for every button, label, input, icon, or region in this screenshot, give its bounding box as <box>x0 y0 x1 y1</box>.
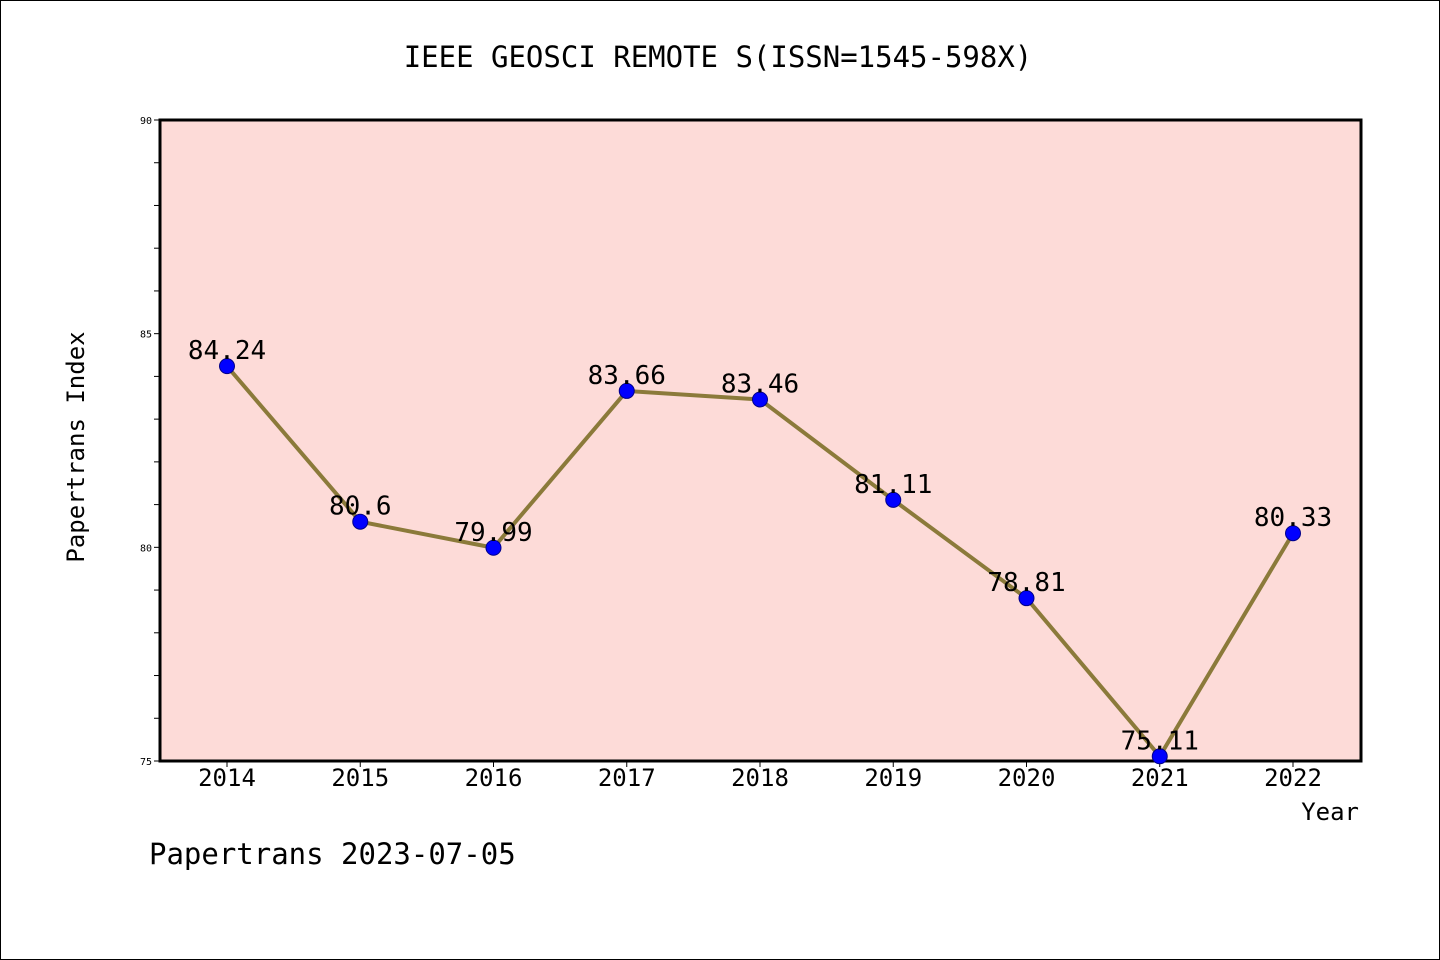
data-label: 78.81 <box>987 568 1065 598</box>
data-label: 80.6 <box>329 492 392 522</box>
x-tick-label: 2017 <box>598 764 656 792</box>
plot-area <box>158 118 1363 763</box>
data-point <box>752 391 768 408</box>
data-point <box>1285 525 1301 542</box>
footer-text: Papertrans 2023-07-05 <box>149 837 516 871</box>
series-markers <box>219 358 1301 765</box>
data-label: 84.24 <box>188 336 266 366</box>
x-tick-label: 2022 <box>1264 764 1322 792</box>
data-labels: 84.24 80.6 79.99 83.66 83.46 81.11 78.81 75.11 8… <box>188 336 1332 756</box>
y-tick-label: 85 <box>140 330 152 341</box>
x-tick-label: 2020 <box>998 764 1056 792</box>
data-label: 75.11 <box>1121 726 1199 756</box>
y-tick-label: 75 <box>140 757 152 768</box>
chart-title: IEEE GEOSCI REMOTE S(ISSN=1545-598X) <box>404 40 1033 74</box>
y-tick-label: 80 <box>140 543 152 554</box>
data-point <box>1151 748 1168 765</box>
data-label: 83.66 <box>588 361 666 391</box>
data-point <box>219 358 235 375</box>
data-point <box>1018 590 1035 607</box>
data-label: 79.99 <box>454 518 532 548</box>
x-tick-label: 2021 <box>1131 764 1189 792</box>
x-tick-label: 2018 <box>731 764 789 792</box>
x-tick-label: 2014 <box>198 764 256 792</box>
data-point <box>885 491 902 508</box>
data-point <box>485 539 502 556</box>
x-tick-label: 2016 <box>465 764 523 792</box>
data-label: 80.33 <box>1254 503 1332 533</box>
data-label: 81.11 <box>854 470 932 500</box>
x-tick-label: 2019 <box>864 764 922 792</box>
data-point <box>618 382 635 399</box>
x-axis-title: Year <box>1301 798 1359 826</box>
y-tick-label: 90 <box>140 116 152 127</box>
x-tick-label: 2015 <box>331 764 389 792</box>
y-axis-title: Papertrans Index <box>62 331 90 562</box>
data-point <box>352 513 369 530</box>
y-axis: 75 80 85 90 <box>140 116 160 768</box>
x-axis: 2014 2015 2016 2017 2018 2019 2020 2021 2022 <box>198 761 1322 792</box>
data-label: 83.46 <box>721 369 799 399</box>
